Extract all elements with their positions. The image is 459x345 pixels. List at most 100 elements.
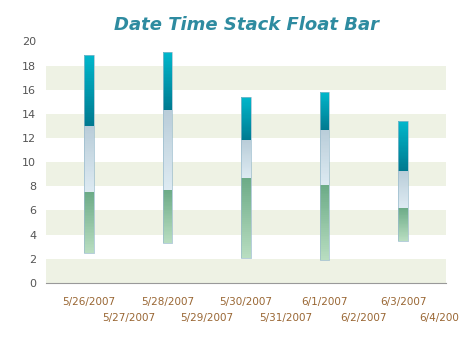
- Bar: [241, 249, 250, 252]
- Bar: [319, 249, 329, 250]
- Bar: [319, 119, 329, 120]
- Bar: [319, 163, 329, 164]
- Bar: [241, 152, 250, 154]
- Bar: [397, 135, 407, 136]
- Bar: [162, 57, 172, 58]
- Bar: [319, 200, 329, 202]
- Bar: [397, 163, 407, 165]
- Bar: [162, 55, 172, 57]
- Bar: [397, 169, 407, 170]
- Bar: [162, 154, 172, 156]
- Bar: [397, 192, 407, 193]
- Bar: [84, 103, 94, 105]
- Bar: [162, 190, 172, 191]
- Bar: [319, 144, 329, 145]
- Bar: [397, 211, 407, 212]
- Bar: [162, 81, 172, 83]
- Bar: [84, 251, 94, 253]
- Text: 5/29/2007: 5/29/2007: [180, 314, 233, 324]
- Bar: [241, 140, 250, 141]
- Bar: [241, 126, 250, 127]
- Bar: [241, 151, 250, 152]
- Bar: [319, 99, 329, 100]
- Bar: [84, 171, 94, 172]
- Bar: [162, 68, 172, 70]
- Bar: [84, 212, 94, 214]
- Bar: [241, 173, 250, 174]
- Bar: [397, 219, 407, 220]
- Text: 6/4/2007: 6/4/2007: [418, 314, 459, 324]
- Bar: [162, 110, 172, 112]
- Bar: [162, 235, 172, 236]
- Bar: [84, 159, 94, 161]
- Bar: [397, 237, 407, 238]
- Bar: [84, 124, 94, 126]
- Bar: [162, 203, 172, 205]
- Bar: [397, 174, 407, 175]
- Bar: [162, 168, 172, 170]
- Bar: [84, 138, 94, 139]
- Bar: [241, 252, 250, 254]
- Bar: [319, 241, 329, 243]
- Bar: [84, 162, 94, 164]
- Bar: [162, 240, 172, 242]
- Bar: [84, 72, 94, 74]
- Bar: [84, 247, 94, 248]
- Bar: [162, 134, 172, 136]
- Bar: [319, 111, 329, 112]
- Bar: [84, 161, 94, 162]
- Bar: [319, 243, 329, 245]
- Text: 5/27/2007: 5/27/2007: [101, 314, 155, 324]
- Bar: [84, 189, 94, 191]
- Bar: [319, 177, 329, 178]
- Bar: [241, 122, 250, 123]
- Bar: [241, 241, 250, 244]
- Bar: [319, 102, 329, 103]
- Bar: [241, 135, 250, 136]
- Bar: [397, 200, 407, 201]
- Bar: [319, 104, 329, 105]
- Bar: [241, 97, 250, 257]
- Bar: [84, 166, 94, 167]
- Bar: [162, 186, 172, 188]
- Bar: [241, 256, 250, 257]
- Bar: [319, 256, 329, 258]
- Bar: [397, 144, 407, 145]
- Bar: [84, 57, 94, 58]
- Bar: [397, 224, 407, 225]
- Bar: [84, 97, 94, 99]
- Bar: [319, 109, 329, 110]
- Bar: [397, 222, 407, 223]
- Bar: [162, 52, 172, 243]
- Bar: [162, 67, 172, 68]
- Bar: [397, 170, 407, 171]
- Bar: [162, 193, 172, 194]
- Bar: [84, 195, 94, 197]
- Bar: [319, 204, 329, 206]
- Bar: [84, 96, 94, 97]
- Bar: [319, 161, 329, 163]
- Bar: [162, 170, 172, 172]
- Bar: [84, 215, 94, 217]
- Bar: [84, 81, 94, 83]
- Bar: [241, 246, 250, 248]
- Bar: [319, 189, 329, 191]
- Bar: [162, 140, 172, 142]
- Bar: [241, 184, 250, 186]
- Bar: [84, 154, 94, 156]
- Text: 5/28/2007: 5/28/2007: [141, 297, 194, 307]
- Bar: [241, 238, 250, 240]
- Bar: [84, 179, 94, 181]
- Text: 6/3/2007: 6/3/2007: [379, 297, 425, 307]
- Bar: [241, 167, 250, 168]
- Bar: [397, 194, 407, 195]
- Bar: [319, 167, 329, 168]
- Bar: [319, 224, 329, 226]
- Bar: [397, 231, 407, 233]
- Bar: [241, 102, 250, 103]
- Bar: [84, 90, 94, 92]
- Bar: [319, 217, 329, 219]
- Bar: [162, 218, 172, 219]
- Bar: [241, 158, 250, 159]
- Bar: [397, 151, 407, 152]
